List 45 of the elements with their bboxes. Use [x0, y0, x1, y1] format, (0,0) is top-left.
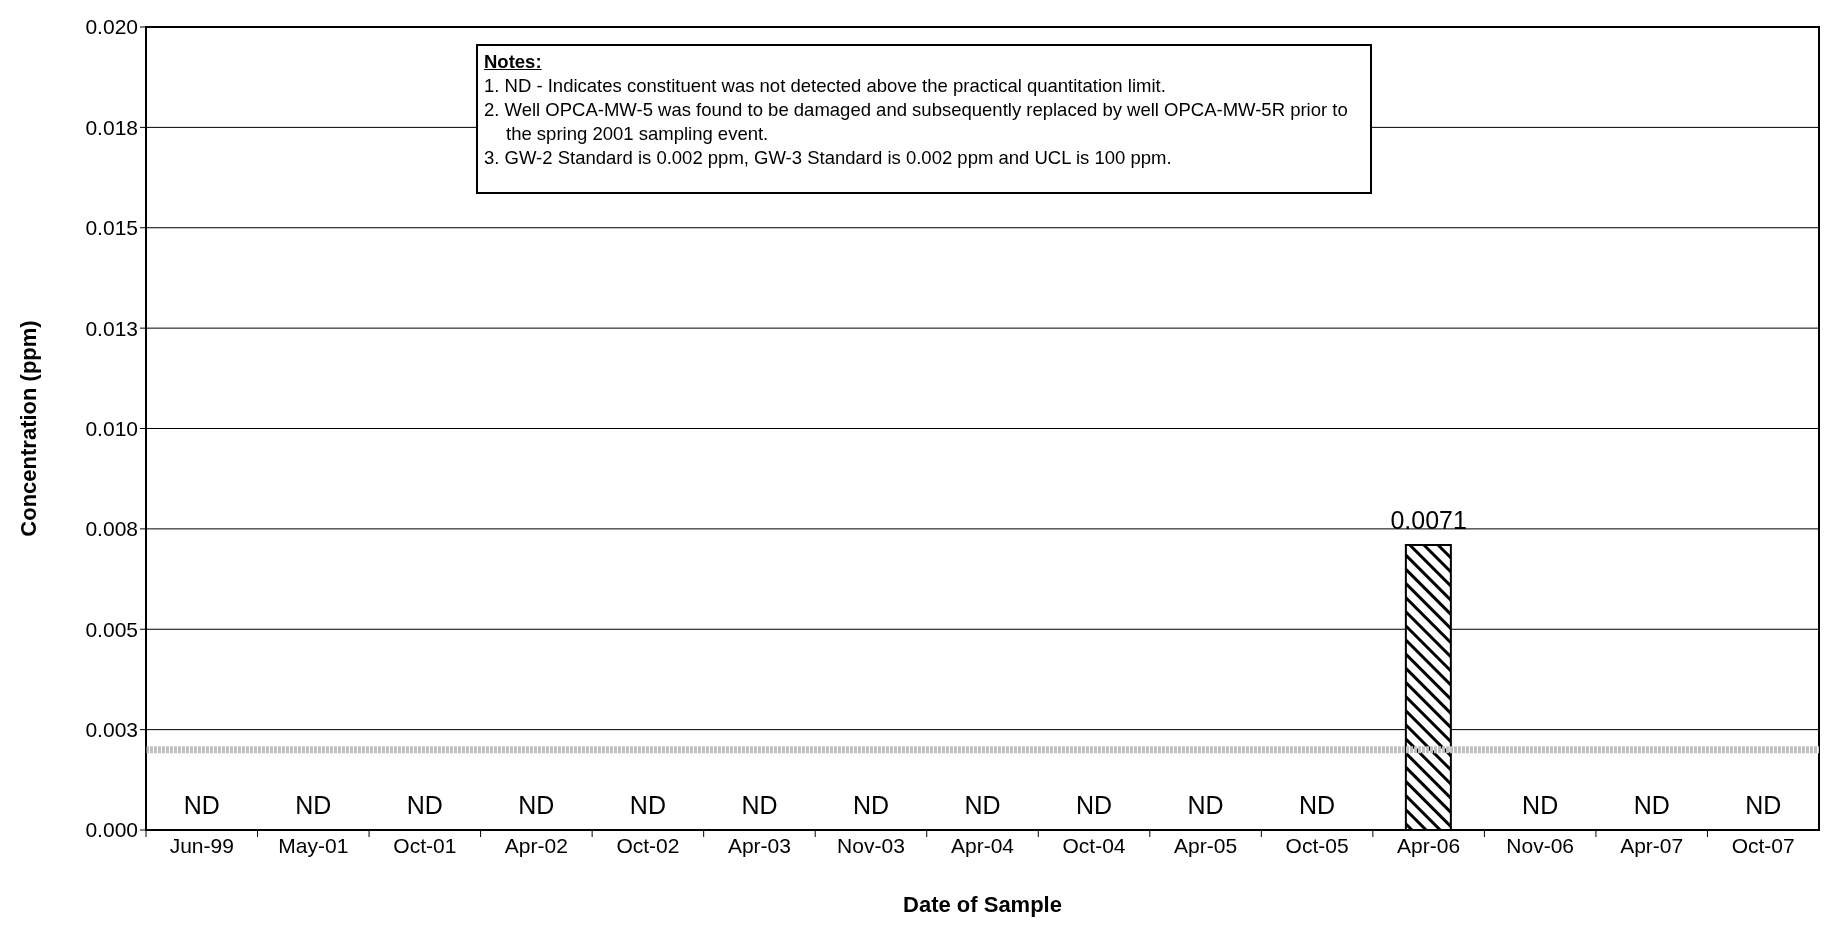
annotation: Notes: — [484, 50, 543, 74]
y-tick-label: 0.010 — [85, 416, 138, 440]
text: ND — [518, 791, 555, 819]
x-tick-label: Nov-06 — [1506, 833, 1575, 857]
x-tick-label: Apr-05 — [1174, 833, 1238, 857]
text: ND — [1075, 791, 1113, 819]
text: ND — [1522, 791, 1559, 819]
annotation: 3. GW-2 Standard is 0.002 ppm, GW-3 Standard is 0.002 ppm and UCL is 100 ppm. — [484, 146, 1173, 170]
x-tick-label: Oct-05 — [1285, 833, 1349, 857]
text: ND — [1299, 791, 1336, 819]
x-axis-title: Date of Sample — [903, 892, 1062, 917]
x-tick-label: Apr-06 — [1397, 833, 1461, 857]
x-tick-label: Apr-02 — [504, 833, 568, 857]
x-tick-label: Oct-07 — [1731, 833, 1795, 857]
x-tick-label: Jun-99 — [169, 833, 234, 857]
y-tick-label: 0.003 — [85, 718, 138, 742]
y-tick-label: 0.020 — [85, 15, 138, 39]
text: ND — [406, 791, 443, 819]
text: ND — [629, 791, 666, 819]
x-tick-label: Apr-07 — [1620, 833, 1684, 857]
x-tick-label: Oct-01 — [393, 833, 457, 857]
y-tick-label: 0.008 — [85, 517, 138, 541]
annotation: 2. Well OPCA-MW-5 was found to be damaged and subsequently replaced by well OPCA-MW-5R prior to the spring 2001 sampling event. — [484, 98, 1349, 146]
y-tick-label: 0.005 — [85, 617, 138, 641]
y-tick-label: 0.015 — [85, 216, 138, 240]
text: ND — [964, 791, 1001, 819]
x-tick-label: Apr-04 — [950, 833, 1015, 857]
x-tick-label: Nov-03 — [837, 833, 905, 857]
text: ND — [741, 791, 778, 819]
x-tick-label: May-01 — [278, 833, 349, 857]
x-tick-label: Oct-02 — [616, 833, 680, 857]
annotation: 1. ND - Indicates constituent was not detected above the practical quantitation limit. — [484, 74, 1167, 98]
y-axis-title: Concentration (ppm) — [15, 320, 41, 537]
data-label: 0.0071 — [1390, 505, 1467, 534]
y-tick-label: 0.013 — [85, 316, 138, 340]
y-tick-label: 0.000 — [85, 818, 138, 842]
text: ND — [1745, 791, 1782, 819]
x-tick-label: Oct-04 — [1062, 833, 1126, 857]
x-tick-label: Apr-03 — [727, 833, 791, 857]
y-tick-label: 0.018 — [85, 115, 138, 139]
text: ND — [183, 791, 220, 819]
text: ND — [295, 791, 332, 819]
text: ND — [852, 791, 890, 819]
text: ND — [1633, 791, 1670, 819]
text: ND — [1187, 791, 1224, 819]
